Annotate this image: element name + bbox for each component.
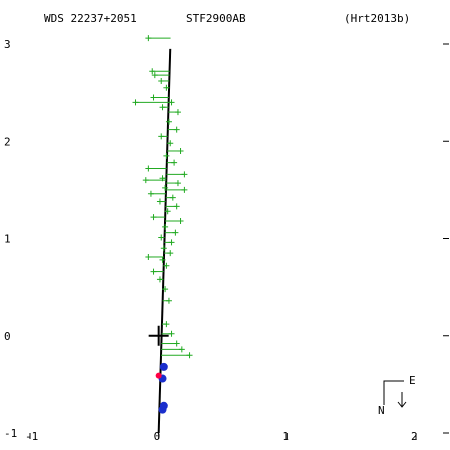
observation-point xyxy=(186,352,193,359)
observation-point xyxy=(168,239,175,246)
speckle-point xyxy=(159,362,168,371)
observation-point xyxy=(164,208,171,215)
speckle-series xyxy=(155,362,168,414)
observation-point xyxy=(171,159,178,166)
observation-point xyxy=(174,109,181,116)
y-tick-label: 2 xyxy=(4,135,11,148)
observation-point xyxy=(156,198,163,205)
observation-point xyxy=(165,118,172,125)
observation-point xyxy=(159,104,166,111)
observation-point xyxy=(181,171,188,178)
y-tick-label: -1 xyxy=(4,427,17,440)
compass-rose: E N xyxy=(378,374,416,417)
observation-point xyxy=(168,330,175,337)
primary-star-cross xyxy=(148,325,169,346)
highlight-point xyxy=(155,372,162,379)
observation-point xyxy=(162,184,169,191)
observation-point xyxy=(163,321,170,328)
observation-point xyxy=(163,84,170,91)
observation-point xyxy=(169,194,176,201)
observation-point xyxy=(149,68,156,75)
observation-point xyxy=(132,99,139,106)
observation-point xyxy=(158,133,165,140)
observation-point xyxy=(158,234,165,241)
observation-point xyxy=(162,286,169,293)
observation-point xyxy=(142,177,149,184)
down-arrow-icon xyxy=(397,392,407,408)
observation-point xyxy=(150,214,157,221)
observation-point xyxy=(165,297,172,304)
observation-point xyxy=(163,152,170,159)
observation-point xyxy=(173,126,180,133)
observation-point xyxy=(177,147,184,154)
observation-point xyxy=(163,262,170,269)
observation-point xyxy=(150,268,157,275)
observation-point xyxy=(156,276,163,283)
observation-point xyxy=(145,253,152,260)
observation-point xyxy=(167,250,174,257)
x-tick-label: -1 xyxy=(25,430,38,443)
compass-arrows-icon xyxy=(383,380,404,405)
observation-point xyxy=(168,99,175,106)
observation-point xyxy=(159,256,166,263)
observation-point xyxy=(150,94,157,101)
y-tick-label: 0 xyxy=(4,330,11,343)
observation-point xyxy=(145,35,152,42)
observation-point xyxy=(178,346,185,353)
observation-point xyxy=(174,180,181,187)
primary-star-marker xyxy=(148,325,169,346)
observation-point xyxy=(162,223,169,230)
observation-series xyxy=(132,35,193,359)
y-tick-label: 1 xyxy=(4,233,11,246)
axis-ticks: -1 0 1 2 -1 0 1 2 3 xyxy=(4,38,449,443)
y-tick-label: 3 xyxy=(4,38,11,51)
observation-point xyxy=(160,245,167,252)
observation-point xyxy=(181,186,188,193)
observation-point xyxy=(145,165,152,172)
observation-point xyxy=(172,229,179,236)
x-tick-label: 2 xyxy=(411,430,418,443)
observation-point xyxy=(167,140,174,147)
observation-point xyxy=(151,72,158,79)
x-tick-label: 0 xyxy=(154,430,161,443)
observation-point xyxy=(158,77,165,84)
observation-point xyxy=(173,340,180,347)
observation-point xyxy=(177,217,184,224)
observation-point xyxy=(173,203,180,210)
observation-point xyxy=(147,190,154,197)
discoverer-label: STF2900AB xyxy=(186,12,246,25)
compass-north-label: N xyxy=(378,404,385,417)
speckle-point xyxy=(158,405,167,414)
wds-id-label: WDS 22237+2051 xyxy=(44,12,137,25)
orbit-ref-label: (Hrt2013b) xyxy=(344,12,410,25)
x-tick-label: 1 xyxy=(282,430,289,443)
compass-east-label: E xyxy=(409,374,416,387)
